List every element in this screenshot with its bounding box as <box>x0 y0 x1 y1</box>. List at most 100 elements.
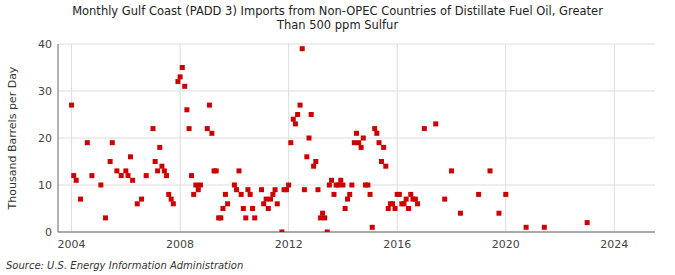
point <box>108 159 113 164</box>
point <box>236 168 241 173</box>
point <box>85 140 90 145</box>
point <box>234 187 239 192</box>
point <box>361 136 366 141</box>
x-tick-label: 2020 <box>492 238 520 251</box>
point <box>191 192 196 197</box>
point <box>377 140 382 145</box>
point <box>126 173 131 178</box>
point <box>325 230 330 233</box>
point <box>345 197 350 202</box>
source: Source: U.S. Energy Information Administ… <box>6 260 243 271</box>
point <box>144 173 149 178</box>
x-grid-line <box>505 44 506 232</box>
x-tick-label: 2008 <box>166 238 194 251</box>
point <box>320 211 325 216</box>
point <box>433 121 438 126</box>
point <box>393 206 398 211</box>
point <box>155 168 160 173</box>
point <box>261 201 266 206</box>
point <box>110 140 115 145</box>
point <box>383 164 388 169</box>
point <box>225 201 230 206</box>
point <box>218 215 223 220</box>
point <box>279 230 284 233</box>
y-tick-label: 20 <box>38 132 52 145</box>
point <box>130 178 135 183</box>
point <box>347 192 352 197</box>
point <box>187 126 192 131</box>
point <box>178 74 183 79</box>
point <box>397 192 402 197</box>
point <box>379 159 384 164</box>
x-grid-line <box>180 44 181 232</box>
point <box>128 154 133 159</box>
point <box>175 79 180 84</box>
point <box>248 192 253 197</box>
point <box>442 197 447 202</box>
point <box>291 117 296 122</box>
point <box>114 168 119 173</box>
point <box>74 178 79 183</box>
point <box>349 183 354 188</box>
point <box>180 65 185 70</box>
point <box>193 183 198 188</box>
point <box>585 220 590 225</box>
point <box>365 183 370 188</box>
point <box>275 201 280 206</box>
point <box>198 183 203 188</box>
point <box>250 206 255 211</box>
point <box>220 206 225 211</box>
y-grid-line <box>58 138 655 139</box>
point <box>166 192 171 197</box>
point <box>503 192 508 197</box>
point <box>103 215 108 220</box>
point <box>150 126 155 131</box>
point <box>89 173 94 178</box>
point <box>368 192 373 197</box>
point <box>162 168 167 173</box>
point <box>413 197 418 202</box>
point <box>214 168 219 173</box>
title: Monthly Gulf Coast (PADD 3) Imports from… <box>72 4 603 32</box>
point <box>252 215 257 220</box>
x-axis-line <box>58 232 655 233</box>
point <box>243 215 248 220</box>
point <box>329 178 334 183</box>
y-tick-label: 0 <box>45 226 52 239</box>
point <box>153 159 158 164</box>
point <box>359 145 364 150</box>
x-tick-label: 2016 <box>383 238 411 251</box>
point <box>476 192 481 197</box>
point <box>488 168 493 173</box>
point <box>232 183 237 188</box>
point <box>245 187 250 192</box>
point <box>449 168 454 173</box>
point <box>184 107 189 112</box>
point <box>336 183 341 188</box>
point <box>338 178 343 183</box>
y-grid-line <box>58 44 655 45</box>
point <box>164 173 169 178</box>
point <box>171 201 176 206</box>
point <box>139 197 144 202</box>
point <box>304 154 309 159</box>
point <box>327 183 332 188</box>
point <box>313 159 318 164</box>
point <box>524 225 529 230</box>
point <box>404 197 409 202</box>
point <box>307 136 312 141</box>
point <box>293 121 298 126</box>
point <box>207 103 212 108</box>
point <box>322 215 327 220</box>
point <box>135 201 140 206</box>
points <box>69 46 590 232</box>
y-axis-line <box>58 44 59 232</box>
x-tick-label: 2004 <box>58 238 86 251</box>
point <box>401 201 406 206</box>
point <box>169 197 174 202</box>
x-grid-line <box>397 44 398 232</box>
point <box>270 192 275 197</box>
y-axis-label: Thousand Barrels per Day <box>6 66 19 210</box>
y-tick-label: 40 <box>38 38 52 51</box>
point <box>182 84 187 89</box>
